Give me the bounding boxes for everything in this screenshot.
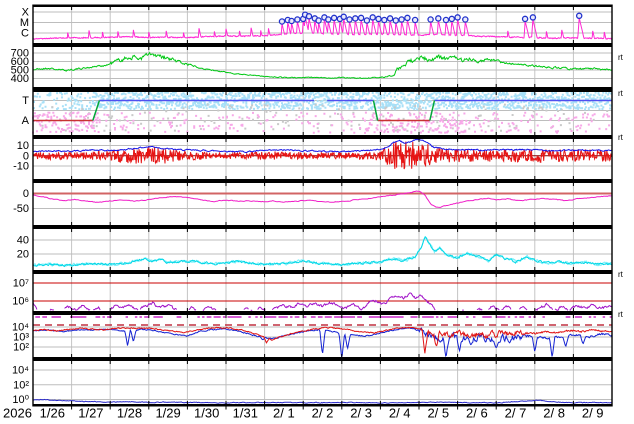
x-tick-label: 1/28 xyxy=(117,406,142,421)
y-axis-labels: XMC700600500400rtTArt100-10rt0-50402010⁷… xyxy=(11,7,624,407)
flare-markers xyxy=(278,11,583,25)
x-tick-label: 2/ 7 xyxy=(505,406,527,421)
y-tick-label: 10⁷ xyxy=(13,278,29,290)
panel-3 xyxy=(32,91,612,134)
panel-5 xyxy=(32,190,613,208)
y-tick-label: 10² xyxy=(13,379,29,391)
panel-8 xyxy=(32,316,613,358)
y-tick-label: 40 xyxy=(17,235,29,247)
right-rt-label: rt xyxy=(618,89,624,98)
panel-2 xyxy=(32,51,612,80)
x-tick-label: 2/ 3 xyxy=(350,406,372,421)
panel-1 xyxy=(32,11,613,40)
panel-7 xyxy=(32,282,613,311)
y-tick-label: A xyxy=(22,115,30,127)
y-tick-label: C xyxy=(21,28,29,40)
y-tick-label: -10 xyxy=(13,161,29,173)
y-tick-label: 10⁶ xyxy=(12,296,29,308)
y-tick-label: 10⁴ xyxy=(12,322,29,334)
y-tick-label: -50 xyxy=(13,203,29,215)
x-tick-label: 2/ 4 xyxy=(389,406,411,421)
x-tick-label: 1/30 xyxy=(194,406,219,421)
panel-4 xyxy=(32,139,613,170)
y-tick-label: 10⁰ xyxy=(12,394,29,406)
y-tick-label: 10 xyxy=(17,140,29,152)
right-rt-label: rt xyxy=(618,53,624,62)
y-tick-label: 500 xyxy=(11,65,29,77)
y-tick-label: 10⁴ xyxy=(12,365,29,377)
x-tick-label: 2/ 1 xyxy=(273,406,295,421)
y-tick-label: 400 xyxy=(11,73,29,85)
x-tick-label: 1/29 xyxy=(155,406,180,421)
right-rt-label: rt xyxy=(618,270,624,279)
x-tick-label: 2/ 9 xyxy=(582,406,604,421)
x-tick-label: 1/26 xyxy=(40,406,65,421)
x-tick-label: 1/27 xyxy=(78,406,103,421)
y-tick-label: M xyxy=(20,17,29,29)
right-rt-label: rt xyxy=(618,310,624,319)
x-tick-label: 2/ 5 xyxy=(427,406,449,421)
x-tick-label: 2/ 8 xyxy=(543,406,565,421)
panel-borders xyxy=(32,4,613,410)
y-tick-label: 600 xyxy=(11,56,29,68)
y-tick-label: 10³ xyxy=(13,332,29,344)
x-axis-year-label: 2026 xyxy=(3,406,32,421)
y-tick-label: 0 xyxy=(23,188,29,200)
right-rt-label: rt xyxy=(618,133,624,142)
y-tick-label: 0 xyxy=(23,150,29,162)
panel-6 xyxy=(32,236,613,268)
y-tick-label: X xyxy=(22,7,30,19)
x-tick-label: 2/ 6 xyxy=(466,406,488,421)
y-tick-label: T xyxy=(22,95,29,107)
x-tick-label: 2/ 2 xyxy=(312,406,334,421)
x-tick-label: 1/31 xyxy=(233,406,258,421)
x-axis-labels: 2026 1/26 1/27 1/28 1/29 1/30 1/31 2/ 1 2/ 2 2/ 3… xyxy=(3,406,604,421)
y-tick-label: 700 xyxy=(11,48,29,60)
y-tick-label: 20 xyxy=(17,249,29,261)
panel-9 xyxy=(32,398,613,404)
gridlines xyxy=(33,7,612,404)
y-tick-label: 10² xyxy=(13,342,29,354)
